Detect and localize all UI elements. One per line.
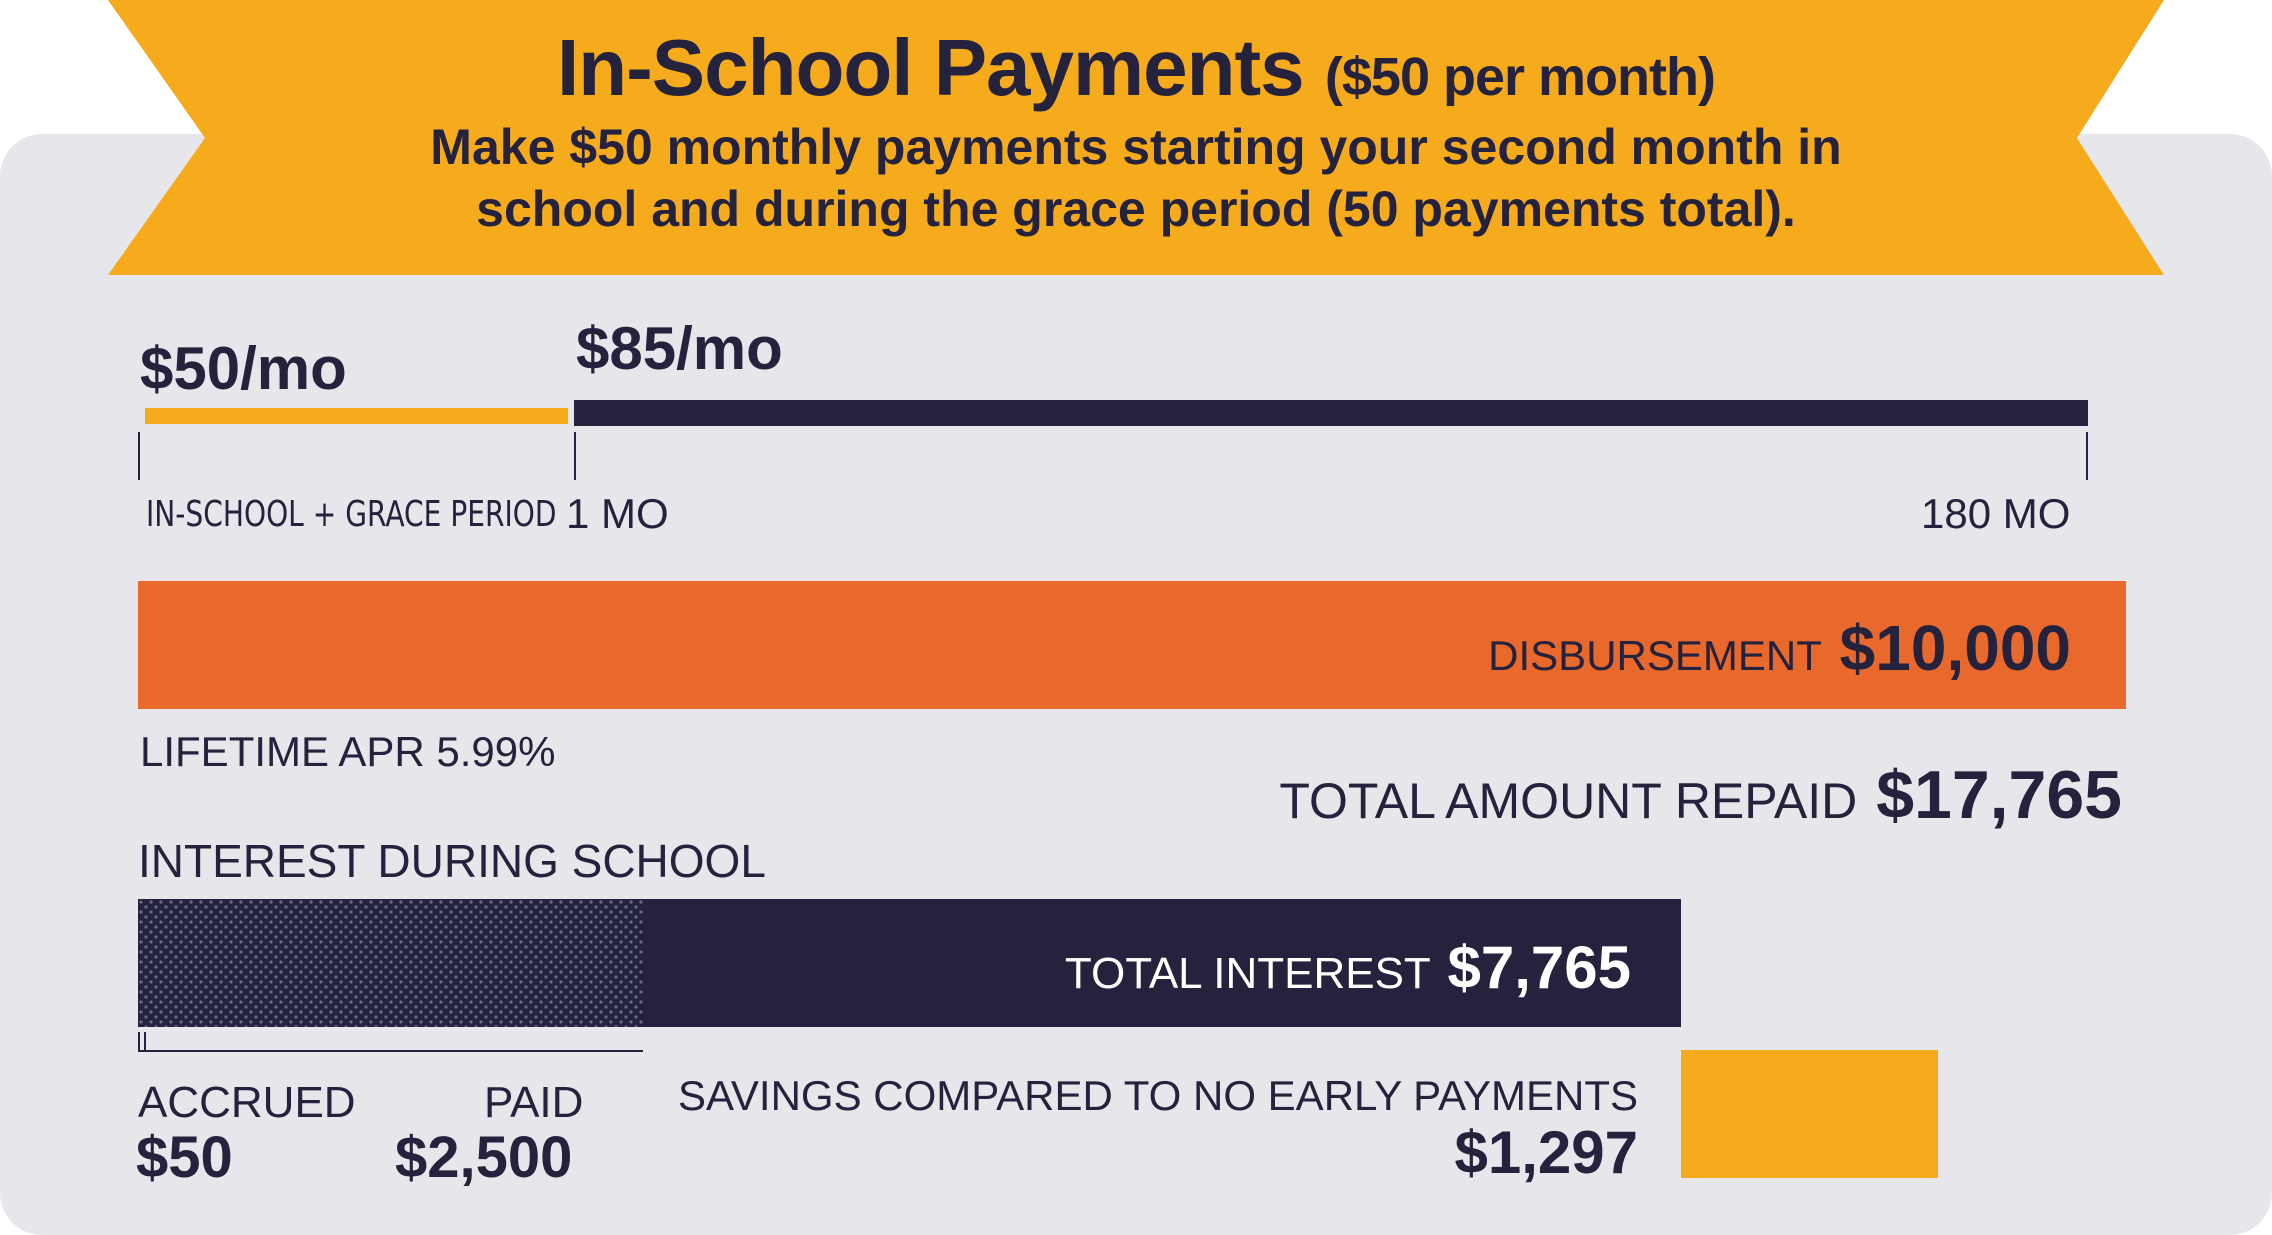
repayment-period-bar: [574, 400, 2088, 426]
bracket-tick-left: [138, 1032, 140, 1052]
disbursement-value: $10,000: [1839, 612, 2071, 684]
subtitle-line-2: school and during the grace period (50 p…: [476, 181, 1796, 237]
inschool-period-label: IN-SCHOOL + GRACE PERIOD: [146, 494, 557, 535]
total-repaid-value: $17,765: [1876, 757, 2122, 833]
page-title: In-School Payments ($50 per month): [0, 22, 2272, 114]
title-banner: [108, 0, 2164, 275]
accrued-label: ACCRUED: [138, 1078, 356, 1127]
bracket-tick-inner: [144, 1032, 146, 1052]
total-interest-text: TOTAL INTEREST $7,765: [1065, 933, 1631, 1002]
total-repaid-label: TOTAL AMOUNT REPAID: [1279, 773, 1858, 829]
subtitle-line-1: Make $50 monthly payments starting your …: [430, 119, 1842, 175]
disbursement-label: DISBURSEMENT: [1488, 632, 1822, 679]
timeline-tick-start: [138, 432, 140, 480]
total-interest-bar: TOTAL INTEREST $7,765: [138, 899, 1681, 1027]
timeline-tick-end: [2086, 432, 2088, 480]
disbursement-text: DISBURSEMENT $10,000: [1488, 611, 2071, 685]
timeline-tick-month-1: [574, 432, 576, 480]
inschool-period-bar: [145, 408, 568, 424]
total-repaid: TOTAL AMOUNT REPAID $17,765: [1279, 756, 2122, 834]
paid-value: $2,500: [395, 1125, 573, 1190]
paid-label: PAID: [484, 1078, 584, 1127]
bracket-line: [138, 1050, 643, 1052]
timeline-end-label: 180 MO: [1921, 490, 2071, 537]
total-interest-value: $7,765: [1447, 934, 1631, 1001]
savings-bar: [1681, 1050, 1938, 1178]
savings-value: $1,297: [1454, 1119, 1638, 1186]
timeline-start-label: 1 MO: [566, 490, 669, 537]
total-interest-label: TOTAL INTEREST: [1064, 949, 1431, 998]
interest-during-school-heading: INTEREST DURING SCHOOL: [138, 835, 766, 887]
accrued-value: $50: [136, 1125, 233, 1190]
disbursement-bar: DISBURSEMENT $10,000: [138, 581, 2126, 709]
savings-label: SAVINGS COMPARED TO NO EARLY PAYMENTS: [678, 1072, 1638, 1119]
in-school-interest-pattern: [138, 899, 643, 1027]
title-text: In-School Payments: [557, 23, 1305, 112]
repay-rate-label: $85/mo: [576, 315, 783, 382]
apr-label: LIFETIME APR 5.99%: [140, 728, 556, 775]
inschool-rate-label: $50/mo: [140, 335, 347, 402]
title-suffix: ($50 per month): [1324, 47, 1716, 107]
